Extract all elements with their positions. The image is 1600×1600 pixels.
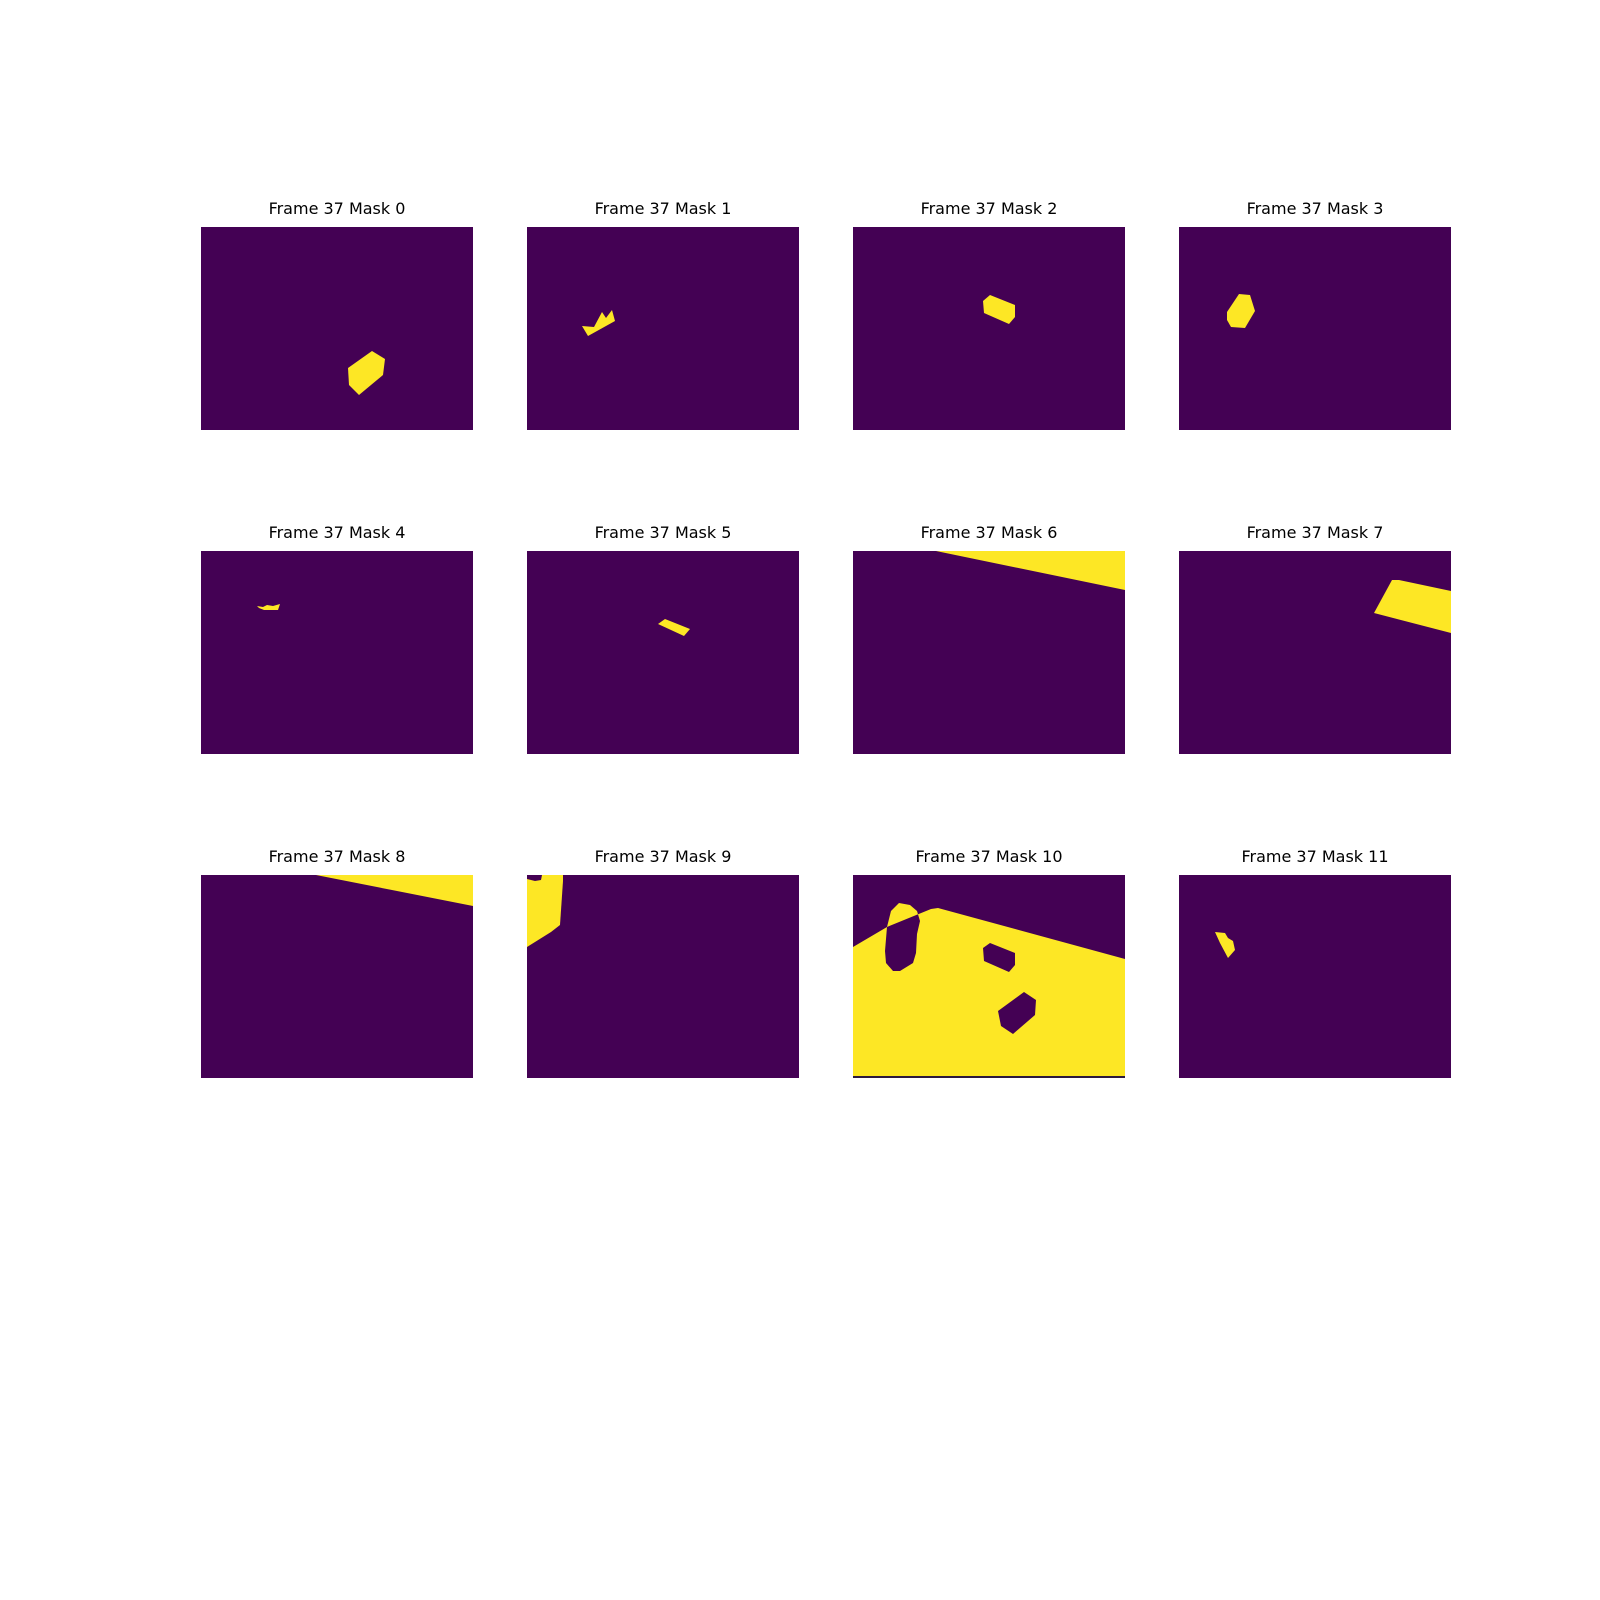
panel-title-3: Frame 37 Mask 3 — [1246, 199, 1384, 218]
mask-panel-6: Frame 37 Mask 6 — [853, 520, 1125, 754]
panel-title-2: Frame 37 Mask 2 — [920, 199, 1058, 218]
mask-background — [1179, 227, 1451, 430]
mask-panel-10: Frame 37 Mask 10 — [853, 844, 1125, 1078]
mask-panel-1: Frame 37 Mask 1 — [527, 196, 799, 430]
mask-region — [853, 903, 1125, 1077]
mask-region — [853, 1076, 1125, 1078]
mask-background — [527, 875, 799, 1078]
panel-title-1: Frame 37 Mask 1 — [594, 199, 732, 218]
mask-panel-2: Frame 37 Mask 2 — [853, 196, 1125, 430]
mask-background — [201, 227, 473, 430]
mask-region — [1227, 294, 1255, 328]
mask-panel-8: Frame 37 Mask 8 — [201, 844, 473, 1078]
mask-image-8 — [201, 875, 473, 1078]
mask-region — [936, 551, 1125, 590]
mask-background — [527, 551, 799, 754]
mask-image-9 — [527, 875, 799, 1078]
panel-title-4: Frame 37 Mask 4 — [268, 523, 406, 542]
mask-panel-3: Frame 37 Mask 3 — [1179, 196, 1451, 430]
mask-image-1 — [527, 227, 799, 430]
mask-background — [201, 875, 473, 1078]
mask-background — [527, 227, 799, 430]
panel-title-6: Frame 37 Mask 6 — [920, 523, 1058, 542]
panel-title-7: Frame 37 Mask 7 — [1246, 523, 1384, 542]
mask-region — [316, 875, 473, 906]
mask-image-0 — [201, 227, 473, 430]
mask-panel-7: Frame 37 Mask 7 — [1179, 520, 1451, 754]
mask-region — [257, 604, 280, 610]
mask-image-5 — [527, 551, 799, 754]
mask-background — [201, 551, 473, 754]
mask-image-2 — [853, 227, 1125, 430]
mask-image-10 — [853, 875, 1125, 1078]
mask-panel-11: Frame 37 Mask 11 — [1179, 844, 1451, 1078]
panel-title-11: Frame 37 Mask 11 — [1241, 847, 1389, 866]
mask-background — [853, 551, 1125, 754]
mask-region — [1215, 932, 1235, 958]
mask-panel-5: Frame 37 Mask 5 — [527, 520, 799, 754]
mask-image-11 — [1179, 875, 1451, 1078]
mask-panel-0: Frame 37 Mask 0 — [201, 196, 473, 430]
panel-title-5: Frame 37 Mask 5 — [594, 523, 732, 542]
mask-panel-4: Frame 37 Mask 4 — [201, 520, 473, 754]
panel-title-9: Frame 37 Mask 9 — [594, 847, 732, 866]
panel-title-10: Frame 37 Mask 10 — [915, 847, 1063, 866]
mask-background — [1179, 551, 1451, 754]
mask-region — [658, 619, 690, 636]
mask-region — [983, 295, 1015, 324]
mask-region — [348, 351, 385, 395]
mask-image-3 — [1179, 227, 1451, 430]
panel-title-0: Frame 37 Mask 0 — [268, 199, 406, 218]
mask-image-7 — [1179, 551, 1451, 754]
mask-background — [1179, 875, 1451, 1078]
mask-background — [853, 227, 1125, 430]
mask-image-4 — [201, 551, 473, 754]
mask-panel-9: Frame 37 Mask 9 — [527, 844, 799, 1078]
mask-hole — [527, 875, 542, 881]
mask-region — [527, 875, 563, 947]
panel-title-8: Frame 37 Mask 8 — [268, 847, 406, 866]
mask-region — [1374, 580, 1451, 633]
mask-region — [582, 310, 615, 336]
mask-image-6 — [853, 551, 1125, 754]
